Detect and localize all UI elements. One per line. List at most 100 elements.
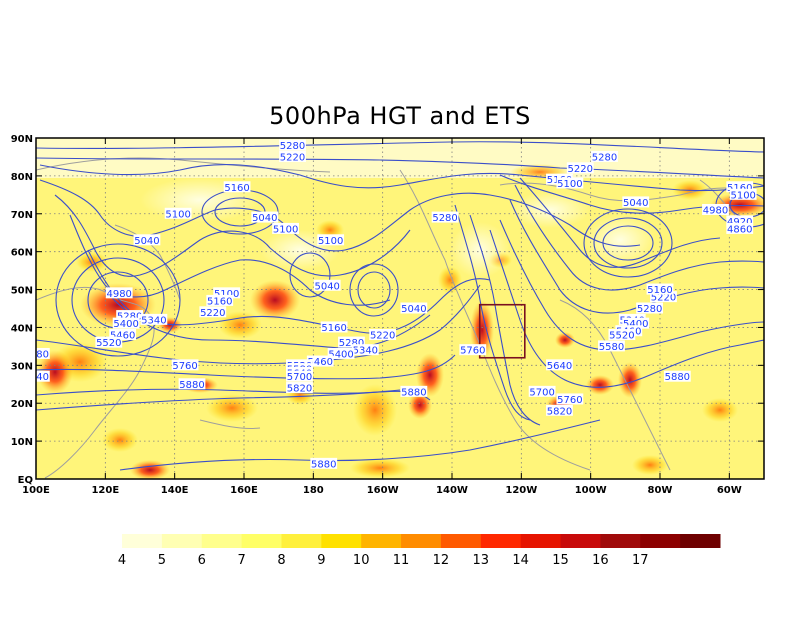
contour-label-bg [36,370,50,382]
contour-label-bg [459,344,487,356]
contour-label-bg [306,355,334,367]
x-tick-label: 60W [717,485,742,496]
colorbar-swatch [361,534,402,548]
y-tick-label: 90N [11,134,33,145]
contour-label: 4860 [727,224,752,235]
contour-label-bg [556,177,584,189]
coastlines [36,157,746,479]
colorbar-label: 4 [118,553,126,568]
colorbar-label: 8 [277,553,285,568]
ets-shading [37,164,764,479]
colorbar-label: 7 [237,553,245,568]
contour-label: 5100 [165,209,190,220]
contour-label-bg [400,302,428,314]
y-tick-label: 20N [11,399,33,410]
colorbar-swatch [440,534,482,548]
contour-label: 5280 [637,304,662,315]
contour-label-bg [591,150,618,162]
x-tick-label: 160E [230,485,258,496]
contour-label-bg [369,329,397,341]
contour-label: 5100 [273,224,298,235]
contour-label-bg [95,336,123,348]
colorbar-swatch [560,534,601,548]
contour-label: 5160 [224,183,249,194]
colorbar-swatch [600,534,641,548]
contour-label: 5760 [172,361,197,372]
colorbar-swatch [321,534,362,548]
study-region-box [478,303,526,359]
contour-label-bg [206,294,234,306]
contour-label: 5160 [321,323,346,334]
contour-label-bg [327,347,355,359]
y-tick-label: 10N [11,437,33,448]
contour-label: 5760 [557,395,582,406]
contour-label-bg [726,215,754,227]
contour-label-bg [320,321,348,333]
colorbar-label: 9 [317,553,325,568]
contour-label-bg [36,347,50,359]
y-tick-label: 50N [11,286,33,297]
contour-label: 4920 [727,217,752,228]
contour-label: 5400 [623,319,648,330]
contour-label: 5100 [557,179,582,190]
contour-label: 5400 [113,319,138,330]
contour-label-bg [556,393,584,405]
height-contours [36,141,764,471]
contour-label: 5460 [110,331,135,342]
colorbar-label: 11 [393,553,410,568]
y-tick-label: EQ [18,475,33,486]
contour-label: 5760 [460,346,485,357]
contour-label-bg [251,211,279,223]
contour-label-bg [663,370,691,382]
contour-label-bg [164,207,192,219]
contour-label: 5160 [647,285,672,296]
contour-label: 5040 [252,213,277,224]
contour-label: 5880 [401,387,426,398]
colorbar-label: 16 [592,553,609,568]
map-frame [35,137,765,480]
contour-label-bg [199,306,227,318]
colorbar-label: 15 [552,553,569,568]
contour-label-bg [213,287,241,299]
colorbar-swatch [680,534,721,548]
contour-label-bg [109,329,137,341]
contour-label-bg [702,203,729,215]
contour-label-bg [431,211,459,223]
y-tick-label: 70N [11,210,33,221]
contour-label: 5100 [318,236,343,247]
colorbar-swatch [640,534,681,548]
colorbar-swatch [281,534,322,548]
colorbar-label: 12 [433,553,450,568]
contour-label-bg [140,313,168,325]
colorbar-label: 6 [198,553,206,568]
contour-label: 5040 [623,198,648,209]
contour-label: 5520 [96,338,121,349]
contour-label-bg [608,329,636,341]
x-tick-label: 120E [91,485,119,496]
contour-label-bg [279,150,306,162]
contour-label: 5280 [592,152,617,163]
contour-label-bg [546,404,573,416]
contour-label-bg [112,317,140,329]
contour-label: 640 [30,372,49,383]
colorbar-label: 17 [632,553,649,568]
contour-label-bg [650,291,677,303]
x-tick-label: 140E [161,485,189,496]
colorbar-swatch [201,534,243,548]
contour-label: 5820 [547,406,572,417]
y-tick-label: 30N [11,361,33,372]
contour-label: 5280 [339,338,364,349]
contour-label: 5700 [287,372,312,383]
colorbar-swatch [161,534,203,548]
contour-label: 5040 [314,281,339,292]
contour-label: 580 [30,349,49,360]
contour-label-bg [286,370,313,382]
contour-label-bg [178,378,206,390]
contour-label-bg [546,359,573,371]
colorbar-label: 5 [158,553,166,568]
contour-label: 5400 [328,349,353,360]
y-tick-label: 80N [11,172,33,183]
contour-label: 5220 [370,331,395,342]
contour-label-bg [598,340,625,352]
